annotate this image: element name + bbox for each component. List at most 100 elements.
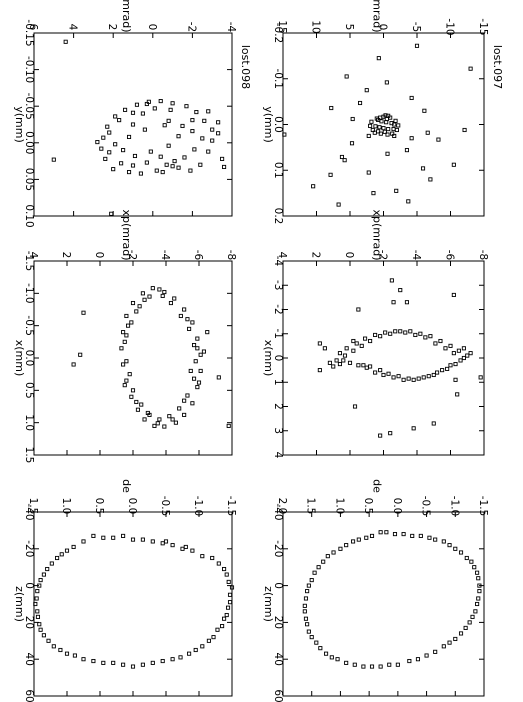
data-point [168, 300, 174, 306]
data-point [51, 157, 56, 162]
data-point [178, 313, 183, 319]
data-point [392, 122, 397, 127]
data-point [388, 331, 393, 336]
data-point [422, 108, 427, 113]
data-point [344, 74, 349, 79]
data-point [194, 110, 199, 115]
data-point [41, 633, 46, 638]
data-point [183, 544, 188, 550]
data-point [386, 371, 391, 376]
plot-p2: -0.2 -0.1 0.0 0.1 0.2 -15 -10 -5 0 5 10 15 y(mm) yp(m… [262, 0, 504, 224]
y-tick-label: -8 [477, 250, 489, 260]
data-point [475, 570, 480, 575]
data-point [140, 537, 145, 542]
data-point [378, 530, 383, 535]
data-point [461, 355, 466, 361]
data-point [107, 130, 112, 135]
data-point [393, 118, 398, 123]
y-tick-label: -1.5 [225, 496, 237, 517]
data-point [190, 548, 195, 553]
y-tick-label: 2 [60, 252, 72, 259]
data-point [64, 548, 70, 553]
data-point [414, 43, 420, 48]
y-tick-label: -1.0 [448, 496, 460, 517]
y-tick-label: -4 [159, 250, 171, 261]
data-point [477, 589, 482, 594]
data-point [150, 539, 155, 544]
data-point [305, 622, 310, 627]
x-tick-label: 2 [272, 403, 284, 410]
data-point [51, 644, 56, 649]
y-tick-label: -6 [444, 250, 456, 261]
data-point [376, 56, 381, 61]
data-point [447, 543, 452, 548]
data-point [306, 629, 311, 634]
data-point [455, 392, 460, 397]
y-axis-title: de [120, 479, 133, 493]
data-point [210, 555, 215, 561]
data-point [101, 660, 106, 665]
data-point [129, 394, 134, 399]
y-tick-label: -2 [126, 250, 138, 260]
data-point [46, 638, 51, 643]
data-point [435, 370, 440, 375]
x-tick-label: 0.0 [272, 116, 284, 133]
data-point [344, 346, 349, 351]
data-point [305, 589, 310, 594]
data-point [409, 95, 414, 101]
data-point [359, 343, 364, 348]
data-point [383, 113, 388, 118]
data-point [458, 550, 464, 555]
data-point [395, 662, 400, 667]
data-point [144, 101, 149, 107]
data-point [463, 625, 468, 630]
data-point [341, 358, 346, 363]
y-tick-label: -1.0 [192, 496, 204, 517]
data-point [182, 155, 187, 160]
data-point [119, 161, 124, 166]
data-point [401, 377, 406, 382]
data-point [303, 616, 309, 621]
data-point [392, 532, 398, 537]
data-point [99, 146, 104, 151]
data-point [130, 388, 136, 393]
data-point [406, 376, 411, 381]
data-point [138, 171, 143, 176]
data-point [404, 148, 410, 153]
x-tick-label: 0 [23, 582, 35, 589]
data-point [317, 341, 322, 346]
data-point [470, 614, 475, 619]
data-point [155, 421, 160, 426]
x-tick-label: -1.5 [23, 251, 35, 272]
data-point [441, 644, 446, 649]
data-point [342, 158, 347, 163]
data-point [409, 136, 414, 141]
data-point [148, 149, 153, 154]
data-point [195, 336, 200, 341]
plot-grid: -0.15-0.10-0.050.000.050.10-4-20246y(mm)… [13, 0, 504, 702]
x-axis-title: x(mm) [13, 340, 26, 377]
data-point [381, 126, 386, 131]
data-point [418, 331, 423, 336]
x-tick-label: 20 [23, 616, 35, 629]
y-tick-label: 2.0 [276, 498, 288, 515]
data-point [130, 110, 136, 115]
data-point [198, 368, 203, 373]
data-point [33, 601, 38, 607]
data-point [134, 102, 140, 107]
data-point [331, 364, 336, 369]
data-point [216, 375, 221, 380]
data-point [135, 407, 141, 412]
data-point [364, 535, 369, 540]
x-tick-label: -0.15 [23, 19, 35, 46]
data-point [390, 131, 395, 136]
data-point [428, 177, 433, 182]
x-tick-label: -0.05 [23, 93, 35, 120]
data-point [302, 603, 307, 608]
data-point [465, 353, 470, 358]
plot-tag: lost.097 [491, 45, 504, 89]
data-point [122, 339, 127, 344]
data-point [378, 131, 383, 136]
data-point [177, 406, 182, 411]
data-point [329, 105, 334, 111]
